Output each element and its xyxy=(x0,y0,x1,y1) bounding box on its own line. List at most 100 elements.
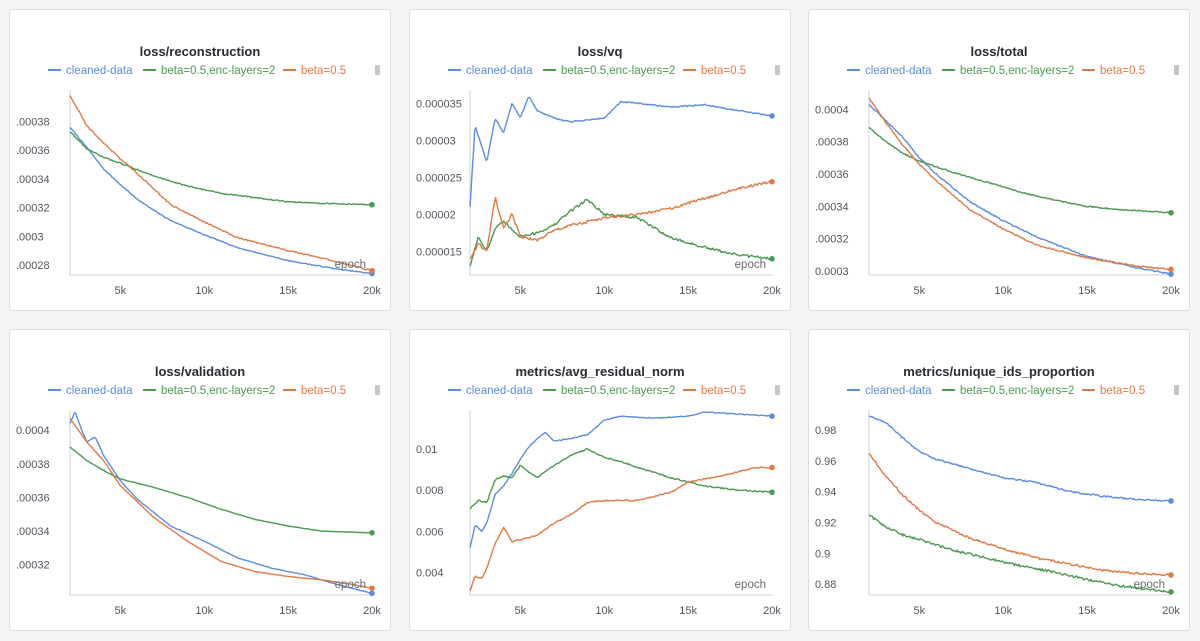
legend-item[interactable]: cleaned-data xyxy=(865,65,932,77)
series-line xyxy=(69,446,373,534)
chart-title: metrics/unique_ids_proportion xyxy=(903,364,1094,379)
panel-menu-icon[interactable] xyxy=(1174,65,1179,75)
chart-panel: loss/vq cleaned-data beta=0.5,enc-layers=2… xyxy=(409,9,791,311)
legend-item[interactable]: beta=0.5,enc-layers=2 xyxy=(960,65,1074,77)
panel-menu-icon[interactable] xyxy=(775,385,780,395)
x-axis-label: epoch xyxy=(335,259,366,271)
series-end-marker xyxy=(769,489,775,496)
x-tick-label: 15k xyxy=(279,285,297,297)
x-axis-label: epoch xyxy=(735,259,766,271)
series-line xyxy=(469,466,773,592)
legend-item[interactable]: beta=0.5 xyxy=(701,385,746,397)
y-tick-label: .00038 xyxy=(16,117,50,129)
series-end-marker xyxy=(1168,589,1174,595)
series-end-marker xyxy=(1168,271,1174,277)
y-tick-label: 0.000035 xyxy=(416,98,462,110)
legend-item[interactable]: cleaned-data xyxy=(466,385,533,397)
legend-item[interactable]: beta=0.5 xyxy=(1100,385,1145,397)
legend-item[interactable]: beta=0.5,enc-layers=2 xyxy=(561,385,675,397)
x-tick-label: 5k xyxy=(515,285,527,297)
y-tick-label: 0.0004 xyxy=(16,425,50,437)
chart-panel: loss/validation cleaned-data beta=0.5,enc-… xyxy=(9,329,391,631)
chart-title: metrics/avg_residual_norm xyxy=(515,364,684,379)
y-tick-label: .00034 xyxy=(16,526,50,538)
x-axis-label: epoch xyxy=(1134,579,1165,591)
legend-item[interactable]: cleaned-data xyxy=(466,65,533,77)
series-end-marker xyxy=(769,255,775,262)
x-axis-label: epoch xyxy=(335,579,366,591)
x-tick-label: 10k xyxy=(994,285,1012,297)
series-line xyxy=(469,180,773,260)
chart-title: loss/validation xyxy=(155,364,245,379)
legend-item[interactable]: beta=0.5 xyxy=(301,65,346,77)
series-line xyxy=(69,417,373,589)
x-tick-label: 5k xyxy=(115,285,127,297)
y-tick-label: 0.0004 xyxy=(815,104,849,116)
series-line xyxy=(69,131,373,206)
chart-svg: loss/vq cleaned-data beta=0.5,enc-layers=2… xyxy=(416,44,781,297)
x-tick-label: 15k xyxy=(1078,285,1096,297)
y-tick-label: 0.000015 xyxy=(416,246,462,258)
series-end-marker xyxy=(369,590,375,597)
legend-item[interactable]: beta=0.5 xyxy=(1100,65,1145,77)
legend-item[interactable]: cleaned-data xyxy=(865,385,932,397)
y-tick-label: .00036 xyxy=(16,145,50,157)
y-tick-label: 0.00002 xyxy=(416,209,456,221)
x-tick-label: 15k xyxy=(1078,605,1096,617)
chart-svg: metrics/unique_ids_proportion cleaned-dat… xyxy=(815,364,1180,617)
legend-item[interactable]: beta=0.5,enc-layers=2 xyxy=(960,385,1074,397)
y-tick-label: .0003 xyxy=(16,231,44,243)
x-tick-label: 20k xyxy=(363,605,381,617)
x-tick-label: 10k xyxy=(994,605,1012,617)
y-tick-label: .00032 xyxy=(16,203,50,215)
series-line xyxy=(469,198,773,267)
y-tick-label: 0.008 xyxy=(416,485,444,497)
x-tick-label: 10k xyxy=(595,605,613,617)
series-end-marker xyxy=(769,464,775,471)
legend-item[interactable]: beta=0.5,enc-layers=2 xyxy=(561,65,675,77)
chart-svg: loss/validation cleaned-data beta=0.5,enc-… xyxy=(16,364,381,617)
x-tick-label: 5k xyxy=(115,605,127,617)
series-line xyxy=(868,452,1172,577)
series-end-marker xyxy=(769,178,775,185)
series-end-marker xyxy=(769,113,775,119)
x-tick-label: 10k xyxy=(195,285,213,297)
y-tick-label: .00036 xyxy=(815,169,849,181)
series-end-marker xyxy=(1168,572,1174,578)
y-tick-label: .00038 xyxy=(815,137,849,149)
series-end-marker xyxy=(1168,266,1174,273)
panel-menu-icon[interactable] xyxy=(1174,385,1179,395)
y-tick-label: 0.004 xyxy=(416,567,444,579)
y-tick-label: 0.88 xyxy=(815,579,836,591)
x-tick-label: 20k xyxy=(363,285,381,297)
y-tick-label: 0.000025 xyxy=(416,172,462,184)
x-tick-label: 5k xyxy=(515,605,527,617)
x-tick-label: 10k xyxy=(595,285,613,297)
y-tick-label: 0.98 xyxy=(815,425,836,437)
legend-item[interactable]: cleaned-data xyxy=(66,65,133,77)
series-line xyxy=(69,95,373,272)
panel-menu-icon[interactable] xyxy=(775,65,780,75)
chart-title: loss/reconstruction xyxy=(140,44,261,59)
x-tick-label: 15k xyxy=(679,285,697,297)
y-tick-label: .00034 xyxy=(16,174,50,186)
series-line xyxy=(469,411,773,548)
chart-svg: loss/total cleaned-data beta=0.5,enc-layer… xyxy=(815,44,1180,297)
chart-title: loss/vq xyxy=(578,44,623,59)
legend-item[interactable]: cleaned-data xyxy=(66,385,133,397)
legend-item[interactable]: beta=0.5,enc-layers=2 xyxy=(161,65,275,77)
legend-item[interactable]: beta=0.5,enc-layers=2 xyxy=(161,385,275,397)
series-end-marker xyxy=(769,413,775,419)
series-line xyxy=(868,415,1172,502)
y-tick-label: 0.96 xyxy=(815,456,836,468)
x-tick-label: 20k xyxy=(763,285,781,297)
panel-menu-icon[interactable] xyxy=(375,65,380,75)
legend-item[interactable]: beta=0.5 xyxy=(301,385,346,397)
x-tick-label: 5k xyxy=(914,285,926,297)
x-tick-label: 20k xyxy=(763,605,781,617)
panel-menu-icon[interactable] xyxy=(375,385,380,395)
y-tick-label: 0.94 xyxy=(815,487,836,499)
legend-item[interactable]: beta=0.5 xyxy=(701,65,746,77)
x-tick-label: 15k xyxy=(679,605,697,617)
